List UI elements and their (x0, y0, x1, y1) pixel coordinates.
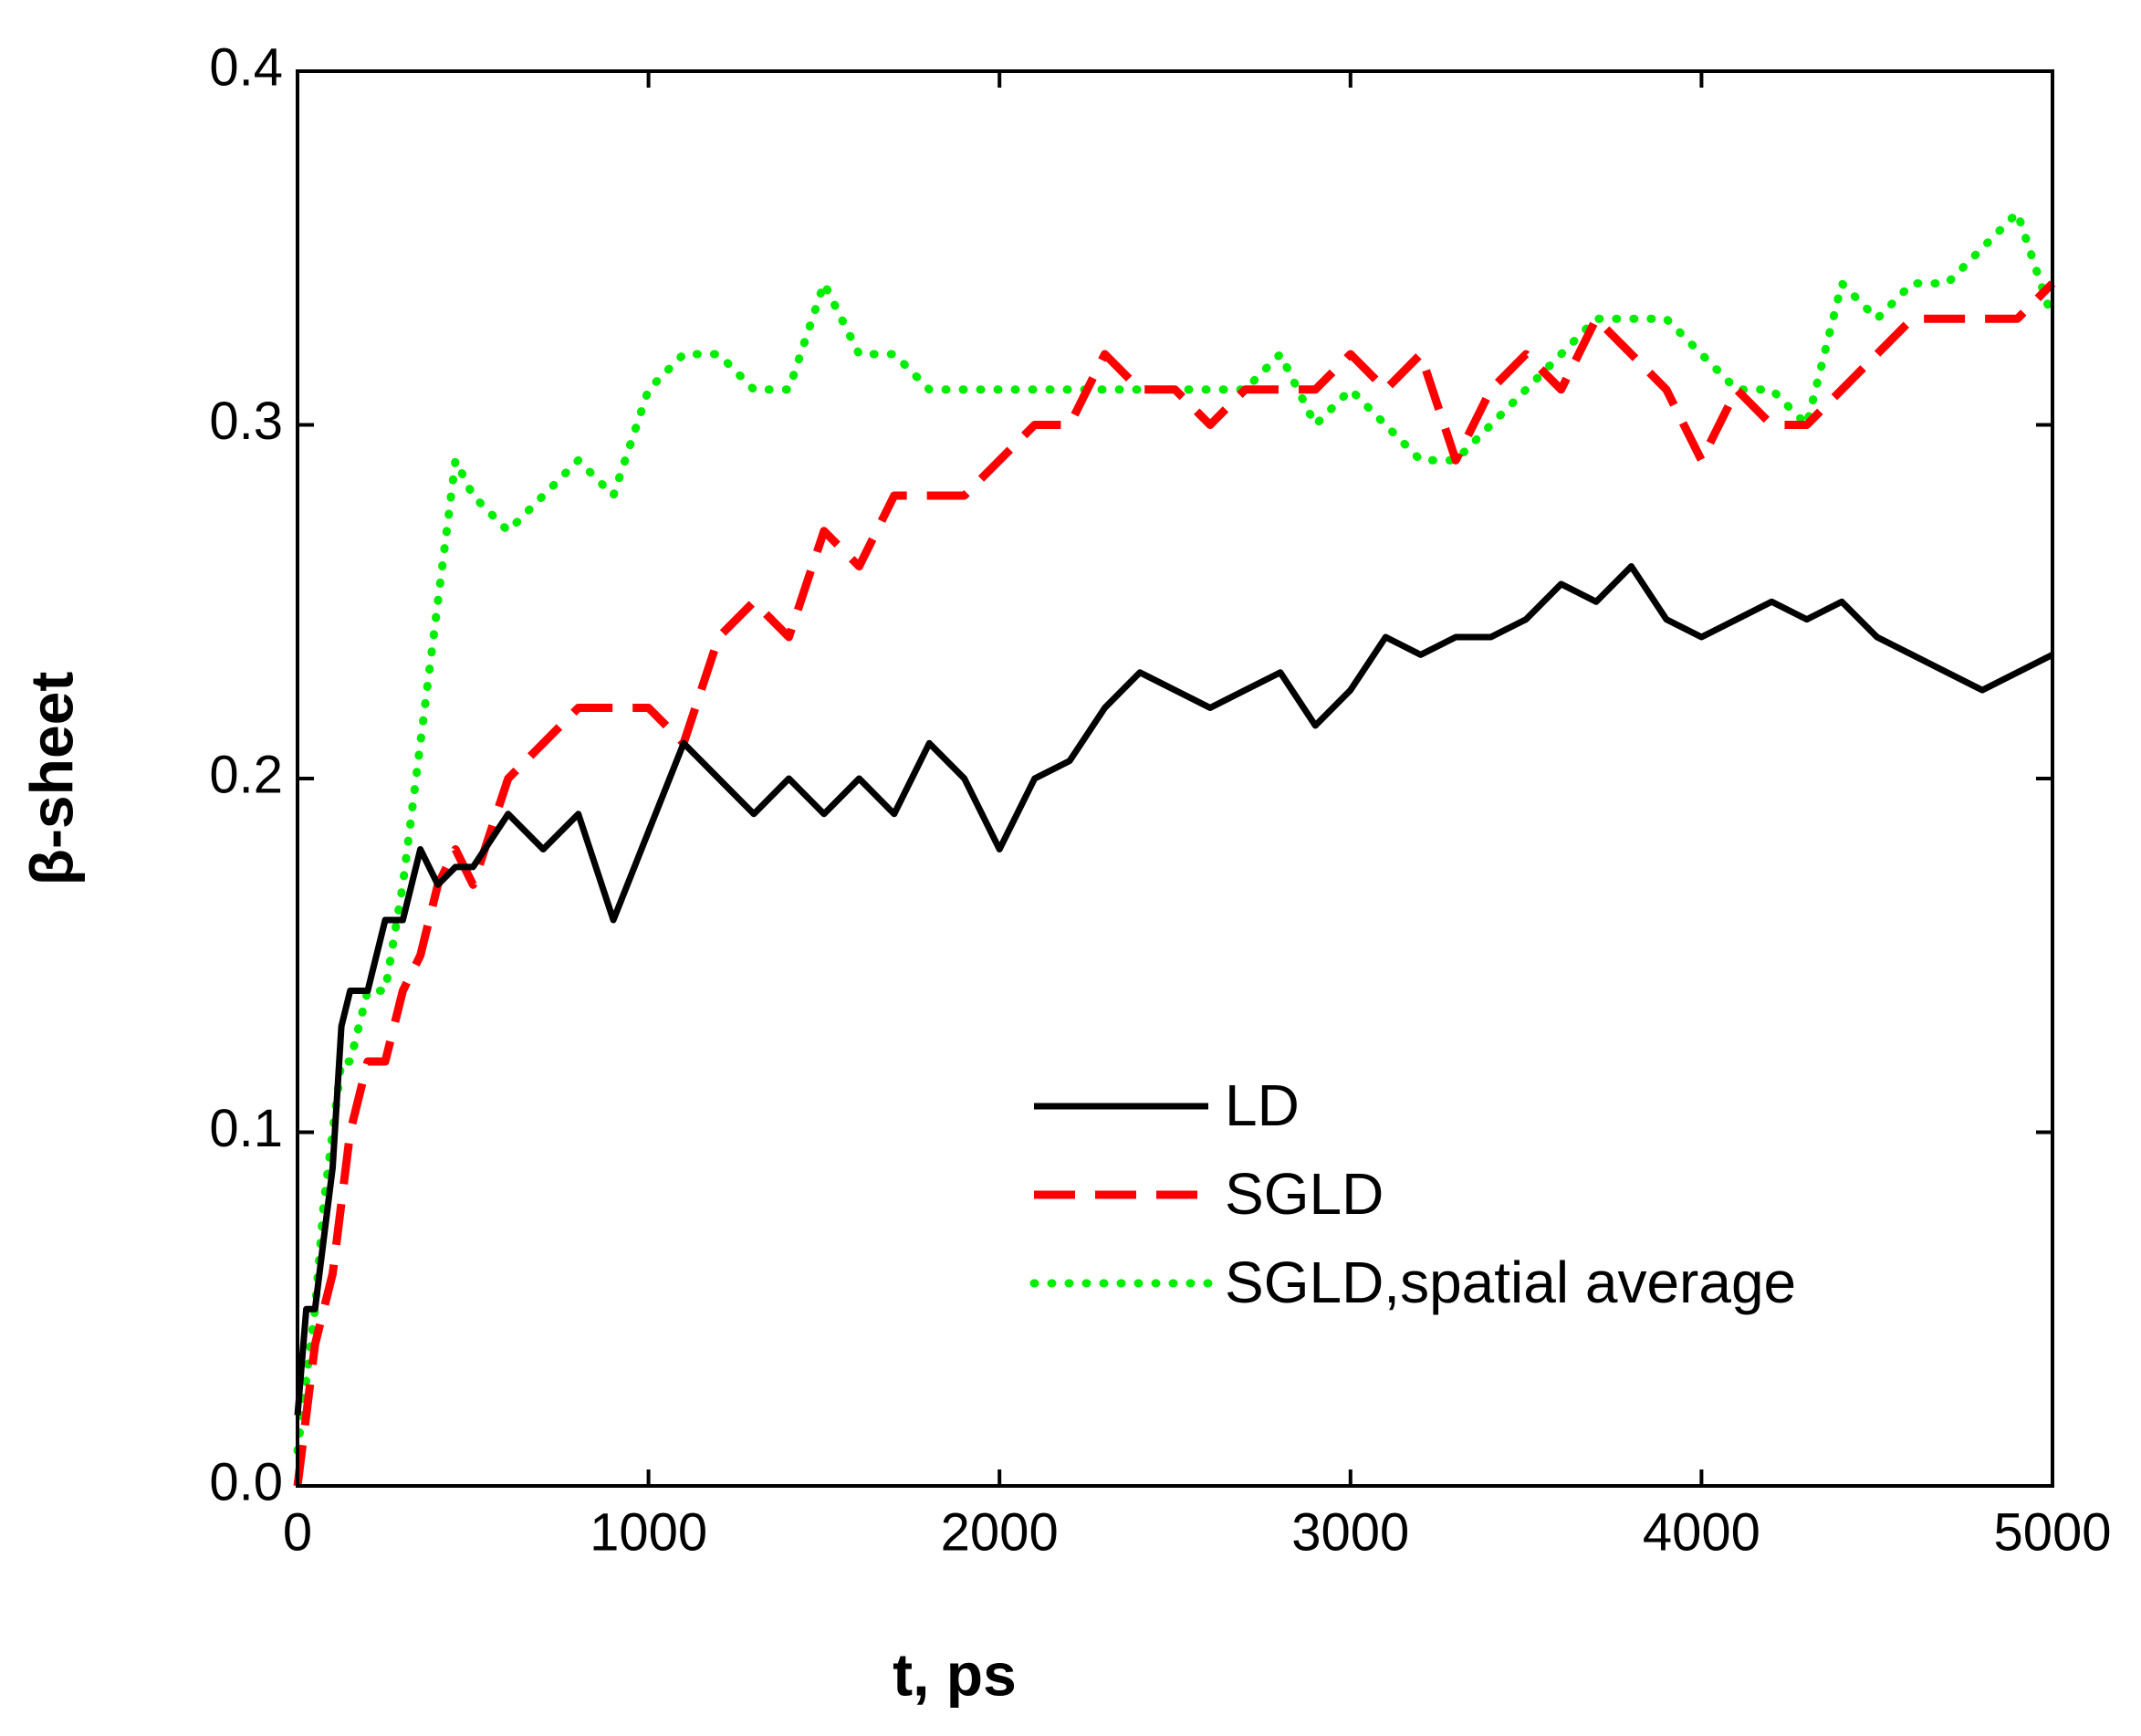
series-line (294, 563, 2054, 1416)
y-tick-label: 0.1 (209, 1099, 283, 1158)
legend-label: LD (1225, 1072, 1300, 1138)
x-tick-label: 3000 (1291, 1502, 1409, 1562)
y-tick-label: 0.2 (209, 745, 283, 804)
y-tick-label: 0.3 (209, 392, 283, 451)
plot-frame (296, 69, 2054, 1488)
x-tick-label: 4000 (1643, 1502, 1760, 1562)
y-tick-label: 0.0 (209, 1452, 283, 1511)
x-tick-label: 5000 (1993, 1502, 2111, 1562)
series-line (293, 208, 2057, 1455)
x-tick-label: 2000 (941, 1502, 1059, 1562)
x-tick-label: 0 (283, 1502, 312, 1562)
legend-label: SGLD,spatial average (1225, 1250, 1796, 1315)
legend-label: SGLD (1225, 1161, 1384, 1227)
x-axis-label: t, ps (893, 1640, 1017, 1708)
y-axis-label: β-sheet (17, 672, 85, 886)
y-tick-label: 0.4 (209, 37, 283, 97)
series-line (293, 280, 2056, 1487)
x-tick-label: 1000 (590, 1502, 707, 1562)
